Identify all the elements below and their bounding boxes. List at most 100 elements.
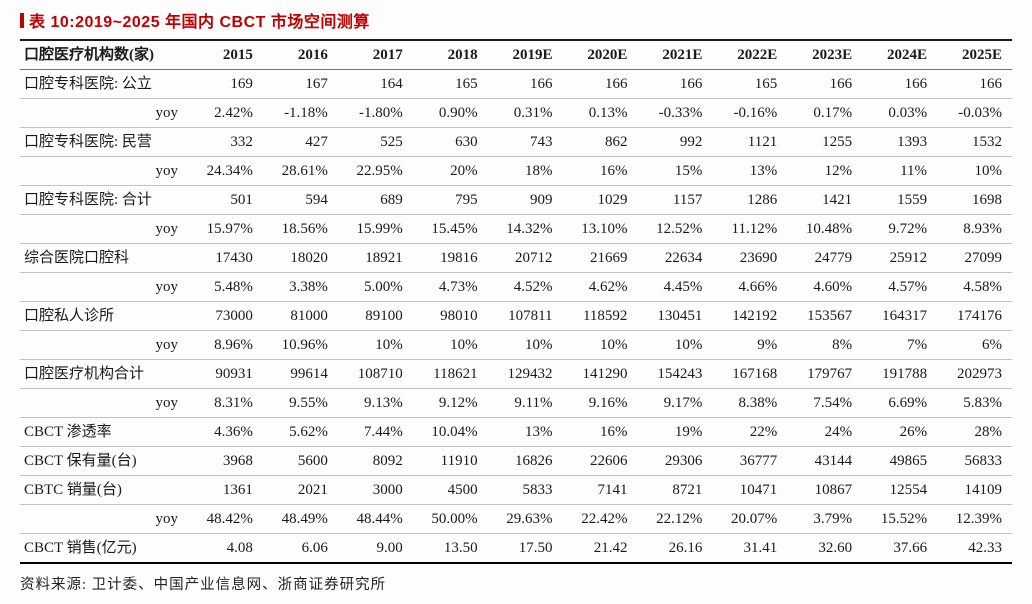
- market-table: 口腔医疗机构数(家) 2015 2016 2017 2018 2019E 2020E 2021…: [20, 39, 1012, 564]
- cell: 1698: [937, 185, 1012, 215]
- cell: 73000: [188, 301, 263, 331]
- cell: 1255: [787, 127, 863, 157]
- table-row: yoy 8.31% 9.55% 9.13% 9.12% 9.11% 9.16% 9.17% 8.…: [20, 388, 1012, 418]
- header-year: 2016: [262, 40, 338, 70]
- table-row: 口腔专科医院: 公立 169 167 164 165 166 166 166 165 166 166…: [20, 69, 1012, 99]
- cell: 89100: [337, 301, 413, 331]
- cell: 99614: [262, 359, 338, 389]
- title-accent-bar: [20, 12, 24, 28]
- table-body: 口腔专科医院: 公立 169 167 164 165 166 166 166 165 166 166…: [20, 69, 1012, 564]
- cell: 21669: [562, 243, 638, 273]
- cell: 81000: [262, 301, 338, 331]
- cell: 29.63%: [487, 504, 563, 534]
- cell: 1029: [562, 185, 638, 215]
- table-row: 综合医院口腔科 17430 18020 18921 19816 20712 21669 226…: [20, 243, 1012, 273]
- cell: 22.12%: [637, 504, 713, 534]
- cell: 20%: [412, 156, 488, 186]
- cell: 3000: [337, 475, 413, 505]
- cell: 2.42%: [188, 98, 263, 128]
- cell: 48.44%: [337, 504, 413, 534]
- cell: 1532: [937, 127, 1012, 157]
- cell: 7%: [862, 330, 938, 360]
- cell: 1157: [637, 185, 713, 215]
- cell: 11%: [862, 156, 938, 186]
- table-row: yoy 2.42% -1.18% -1.80% 0.90% 0.31% 0.13% -0.33…: [20, 98, 1012, 128]
- cell: 36777: [712, 446, 788, 476]
- cell: 9.55%: [262, 388, 338, 418]
- cell: 11910: [412, 446, 488, 476]
- cell: 743: [487, 127, 563, 157]
- cell: 10%: [937, 156, 1012, 186]
- cell: 166: [787, 69, 863, 99]
- table-row: 口腔医疗机构合计 90931 99614 108710 118621 129432 1412…: [20, 359, 1012, 389]
- cell: 4.60%: [787, 272, 863, 302]
- cell: 1361: [188, 475, 263, 505]
- cell: 42.33: [937, 533, 1012, 564]
- cell: 10.04%: [412, 417, 488, 447]
- cell: 10%: [487, 330, 563, 360]
- row-label: CBTC 销量(台): [20, 475, 188, 505]
- row-label-yoy: yoy: [20, 214, 188, 244]
- row-label: 综合医院口腔科: [20, 243, 188, 273]
- cell: 164317: [862, 301, 938, 331]
- cell: 18%: [487, 156, 563, 186]
- cell: 862: [562, 127, 638, 157]
- cell: 0.03%: [862, 98, 938, 128]
- cell: 0.13%: [562, 98, 638, 128]
- cell: 142192: [712, 301, 788, 331]
- cell: 164: [337, 69, 413, 99]
- cell: 43144: [787, 446, 863, 476]
- cell: 9.16%: [562, 388, 638, 418]
- row-label-yoy: yoy: [20, 272, 188, 302]
- cell: 8.93%: [937, 214, 1012, 244]
- cell: 0.90%: [412, 98, 488, 128]
- cell: 18020: [262, 243, 338, 273]
- cell: 179767: [787, 359, 863, 389]
- cell: 21.42: [562, 533, 638, 564]
- cell: 10%: [562, 330, 638, 360]
- header-year: 2022E: [712, 40, 788, 70]
- row-label: CBCT 保有量(台): [20, 446, 188, 476]
- cell: 2021: [262, 475, 338, 505]
- cell: 13%: [712, 156, 788, 186]
- cell: 154243: [637, 359, 713, 389]
- table-row: 口腔私人诊所 73000 81000 89100 98010 107811 118592 13…: [20, 301, 1012, 331]
- cell: 4.66%: [712, 272, 788, 302]
- cell: 10.48%: [787, 214, 863, 244]
- cell: 166: [487, 69, 563, 99]
- cell: 5.00%: [337, 272, 413, 302]
- cell: -0.33%: [637, 98, 713, 128]
- row-label-yoy: yoy: [20, 388, 188, 418]
- cell: 7141: [562, 475, 638, 505]
- cell: 4.08: [188, 533, 263, 564]
- cell: 9.17%: [637, 388, 713, 418]
- cell: 689: [337, 185, 413, 215]
- cell: 22.95%: [337, 156, 413, 186]
- cell: 4.57%: [862, 272, 938, 302]
- cell: 20712: [487, 243, 563, 273]
- cell: 10867: [787, 475, 863, 505]
- table-row: CBCT 渗透率 4.36% 5.62% 7.44% 10.04% 13% 16% 19% 22…: [20, 417, 1012, 447]
- table-row: 口腔专科医院: 民营 332 427 525 630 743 862 992 1121 1255 1…: [20, 127, 1012, 157]
- cell: 8%: [787, 330, 863, 360]
- cell: 5.83%: [937, 388, 1012, 418]
- header-year: 2018: [412, 40, 488, 70]
- cell: 20.07%: [712, 504, 788, 534]
- cell: 4.62%: [562, 272, 638, 302]
- cell: 795: [412, 185, 488, 215]
- cell: 48.49%: [262, 504, 338, 534]
- cell: 3968: [188, 446, 263, 476]
- cell: 26.16: [637, 533, 713, 564]
- cell: -0.03%: [937, 98, 1012, 128]
- cell: 14109: [937, 475, 1012, 505]
- cell: 15.52%: [862, 504, 938, 534]
- cell: 4500: [412, 475, 488, 505]
- row-label-yoy: yoy: [20, 330, 188, 360]
- header-year: 2020E: [562, 40, 638, 70]
- cell: 4.52%: [487, 272, 563, 302]
- cell: 202973: [937, 359, 1012, 389]
- cell: 9.12%: [412, 388, 488, 418]
- cell: 32.60: [787, 533, 863, 564]
- table-row: CBTC 销量(台) 1361 2021 3000 4500 5833 7141 8721 10…: [20, 475, 1012, 505]
- cell: 6.69%: [862, 388, 938, 418]
